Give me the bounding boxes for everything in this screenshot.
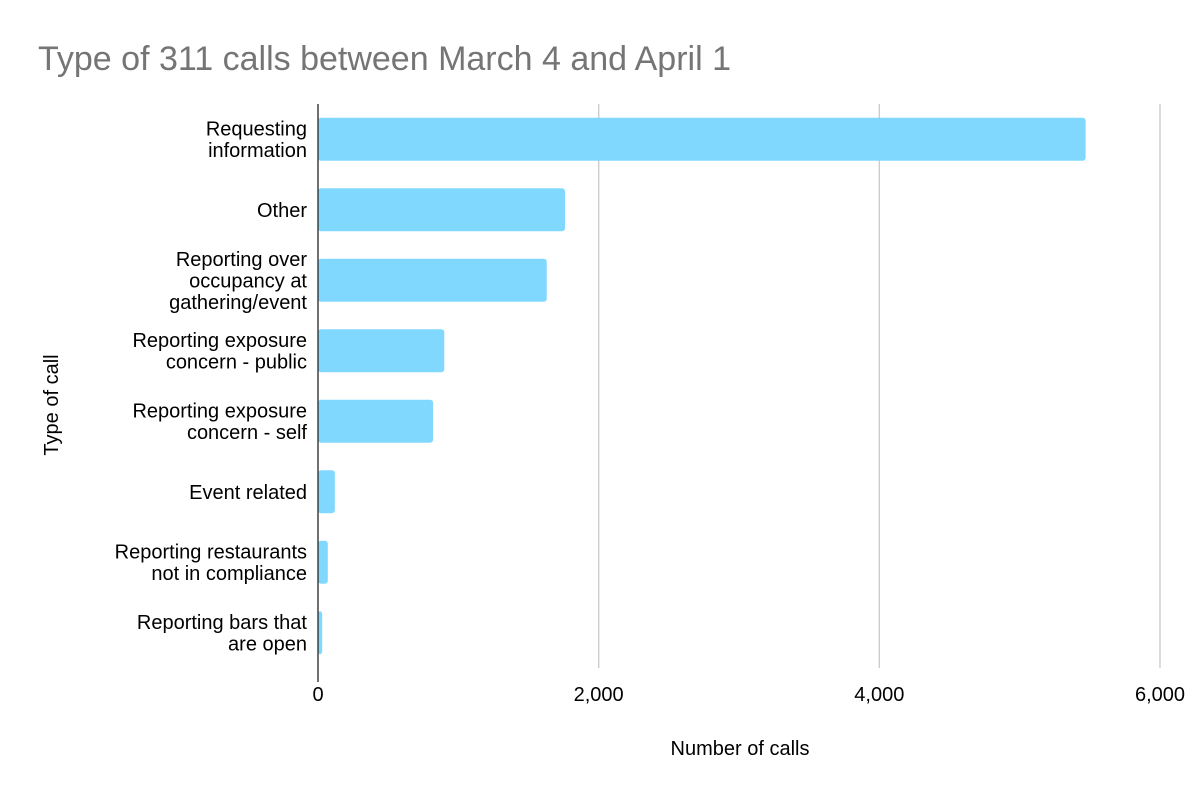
x-axis-title: Number of calls: [671, 738, 810, 760]
category-label-line: Event related: [189, 482, 307, 504]
bar: [318, 399, 434, 443]
category-label-line: Reporting exposure: [132, 401, 307, 423]
x-tick-label: 2,000: [574, 684, 624, 706]
bar: [318, 611, 323, 655]
category-label-line: Requesting: [206, 119, 307, 141]
category-label-line: concern - public: [166, 352, 307, 374]
category-label-line: not in compliance: [151, 563, 307, 585]
category-label: Reporting exposure concern - public: [132, 330, 307, 374]
category-label-line: Reporting over: [176, 249, 308, 271]
y-axis-title: Type of call: [41, 354, 63, 455]
x-tick-label: 6,000: [1135, 684, 1185, 706]
category-label-line: gathering/event: [169, 292, 307, 314]
x-tick-label: 0: [312, 684, 323, 706]
bar: [318, 258, 547, 302]
category-label-line: concern - self: [187, 422, 307, 444]
gridlines: [597, 104, 1161, 668]
bar: [318, 540, 328, 584]
category-label: Reporting bars that are open: [137, 612, 308, 656]
bars: [318, 117, 1086, 655]
category-label: Other: [257, 200, 307, 222]
category-label-line: Reporting exposure: [132, 330, 307, 352]
category-label: Event related: [189, 482, 307, 504]
category-label: Reporting exposure concern - self: [132, 401, 307, 445]
bar: [318, 329, 445, 373]
category-label-line: are open: [228, 634, 307, 656]
category-label-line: Other: [257, 200, 307, 222]
bar: [318, 188, 565, 232]
bar: [318, 117, 1086, 161]
category-label-line: information: [208, 140, 307, 162]
category-label: Requesting information: [206, 119, 307, 163]
chart-title: Type of 311 calls between March 4 and Ap…: [38, 40, 731, 78]
category-label-line: Reporting restaurants: [115, 542, 307, 564]
category-label: Reporting restaurants not in compliance: [115, 542, 307, 586]
x-tick-label: 4,000: [854, 684, 904, 706]
category-label-line: occupancy at: [189, 270, 307, 292]
category-label-line: Reporting bars that: [137, 612, 308, 634]
x-tick-labels: 0 2,000 4,000 6,000: [312, 684, 1185, 706]
bar: [318, 470, 335, 514]
category-label: Reporting over occupancy at gathering/even…: [169, 249, 307, 314]
category-labels: Requesting information Other Reporting over…: [115, 119, 308, 656]
